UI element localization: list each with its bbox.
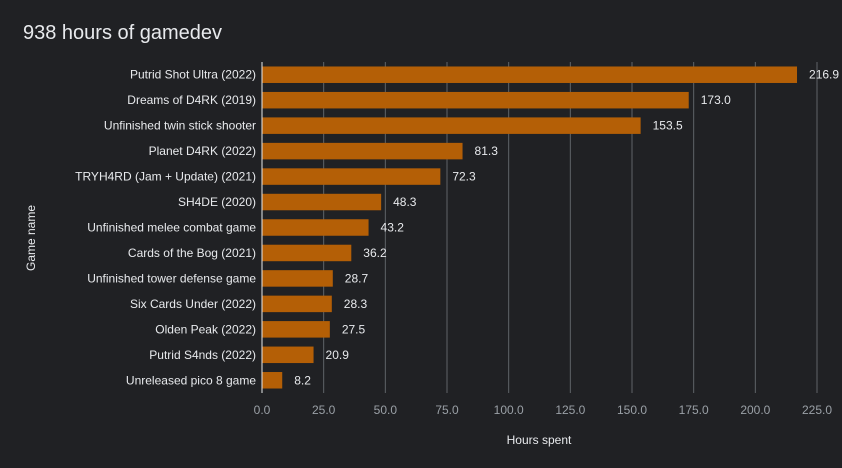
value-label: 36.2 bbox=[363, 246, 387, 260]
category-label: Unfinished twin stick shooter bbox=[104, 119, 256, 133]
y-axis-title: Game name bbox=[24, 205, 38, 271]
category-label: Planet D4RK (2022) bbox=[149, 144, 256, 158]
x-tick-label: 125.0 bbox=[555, 403, 585, 417]
category-label: Olden Peak (2022) bbox=[155, 322, 256, 336]
bar bbox=[262, 66, 798, 83]
value-label: 48.3 bbox=[393, 195, 417, 209]
bar bbox=[262, 219, 369, 236]
value-label: 173.0 bbox=[701, 93, 731, 107]
bar bbox=[262, 346, 314, 364]
x-tick-label: 0.0 bbox=[254, 403, 271, 417]
bar bbox=[262, 372, 283, 389]
value-label: 28.7 bbox=[345, 271, 369, 285]
bar bbox=[262, 321, 330, 338]
bar bbox=[262, 244, 352, 262]
category-label: Unfinished tower defense game bbox=[87, 271, 256, 285]
bar bbox=[262, 295, 332, 313]
value-label: 216.9 bbox=[809, 68, 839, 82]
x-tick-label: 50.0 bbox=[374, 403, 398, 417]
x-tick-label: 225.0 bbox=[802, 403, 832, 417]
category-label: Six Cards Under (2022) bbox=[130, 297, 256, 311]
x-tick-label: 25.0 bbox=[312, 403, 336, 417]
chart-title: 938 hours of gamedev bbox=[23, 22, 223, 44]
category-labels: Putrid Shot Ultra (2022) Dreams of D4RK (… bbox=[75, 68, 256, 388]
value-label: 153.5 bbox=[653, 119, 683, 133]
value-label: 72.3 bbox=[452, 170, 476, 184]
bar bbox=[262, 168, 441, 185]
category-label: TRYH4RD (Jam + Update) (2021) bbox=[75, 170, 256, 184]
category-label: Unfinished melee combat game bbox=[87, 221, 256, 235]
x-tick-label: 100.0 bbox=[494, 403, 524, 417]
x-tick-label: 75.0 bbox=[435, 403, 459, 417]
category-label: Cards of the Bog (2021) bbox=[128, 246, 256, 260]
bar bbox=[262, 270, 333, 287]
category-label: Unreleased pico 8 game bbox=[126, 373, 256, 387]
bar bbox=[262, 193, 382, 211]
value-label: 28.3 bbox=[344, 297, 368, 311]
x-axis-title: Hours spent bbox=[507, 433, 572, 447]
bar bbox=[262, 142, 463, 160]
category-label: SH4DE (2020) bbox=[178, 195, 256, 209]
value-label: 8.2 bbox=[294, 373, 311, 387]
category-label: Putrid S4nds (2022) bbox=[149, 348, 256, 362]
value-label: 81.3 bbox=[475, 144, 499, 158]
category-label: Putrid Shot Ultra (2022) bbox=[130, 68, 256, 82]
value-label: 20.9 bbox=[326, 348, 350, 362]
x-tick-label: 175.0 bbox=[679, 403, 709, 417]
bar bbox=[262, 91, 689, 109]
bar bbox=[262, 117, 641, 134]
x-tick-labels: 0.0 25.0 50.0 75.0 100.0 125.0 150.0 175.0 200.0… bbox=[254, 403, 833, 417]
category-label: Dreams of D4RK (2019) bbox=[127, 93, 256, 107]
value-labels: 216.9 173.0 153.5 81.3 72.3 48.3 43.2 36.2 28.7 2… bbox=[294, 68, 839, 388]
bars bbox=[262, 66, 798, 389]
x-tick-label: 150.0 bbox=[617, 403, 647, 417]
value-label: 27.5 bbox=[342, 322, 366, 336]
x-tick-label: 200.0 bbox=[740, 403, 770, 417]
value-label: 43.2 bbox=[381, 221, 405, 235]
